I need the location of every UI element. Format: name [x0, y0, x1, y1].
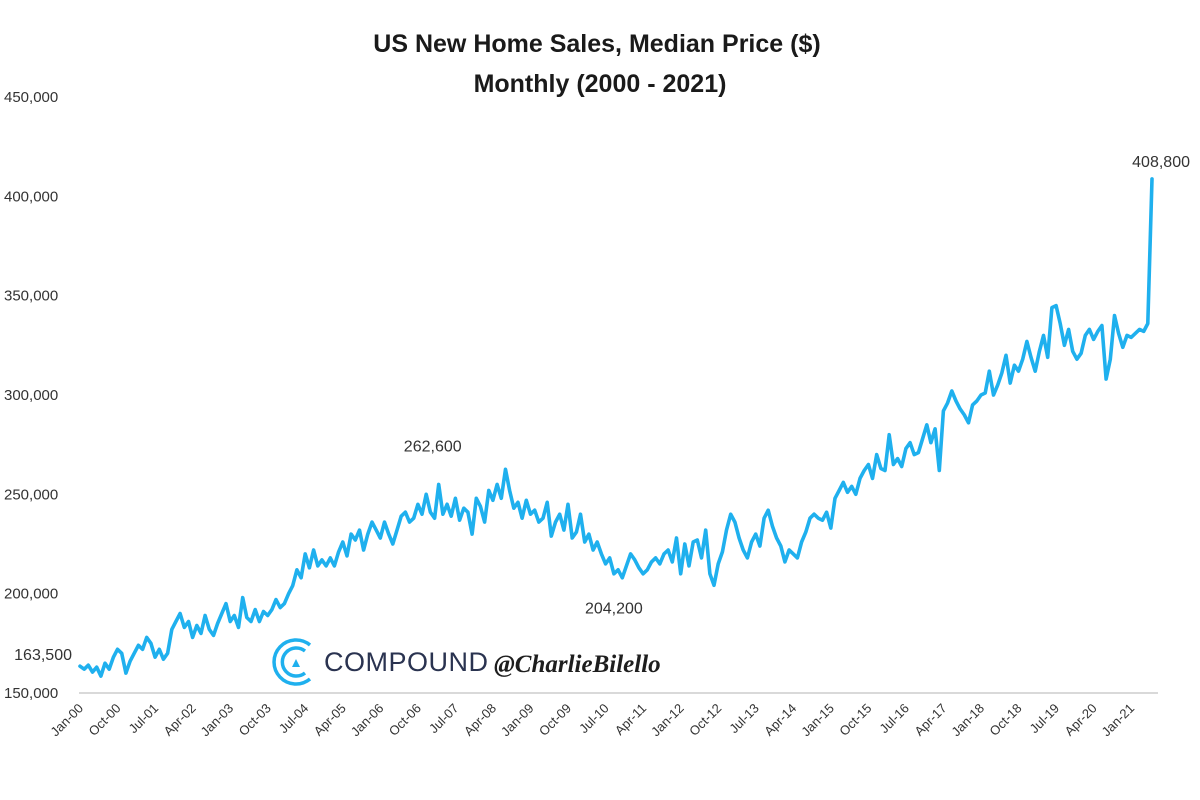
x-tick-label: Apr-08 [461, 701, 499, 739]
chart-subtitle: Monthly (2000 - 2021) [474, 70, 727, 98]
data-label: 262,600 [404, 438, 462, 455]
chart-title: US New Home Sales, Median Price ($) [373, 30, 820, 58]
y-tick-label: 400,000 [4, 188, 58, 205]
x-tick-label: Jan-15 [798, 701, 837, 740]
data-label: 163,500 [14, 647, 72, 664]
data-label: 204,200 [585, 600, 643, 617]
x-tick-label: Jan-06 [348, 701, 387, 740]
x-tick-label: Jul-07 [426, 701, 462, 737]
x-tick-label: Apr-17 [911, 701, 949, 739]
x-tick-label: Jan-18 [948, 701, 987, 740]
x-tick-label: Jul-01 [126, 701, 162, 737]
x-tick-label: Jan-03 [198, 701, 237, 740]
y-tick-label: 200,000 [4, 586, 58, 603]
x-tick-label: Jul-13 [726, 701, 762, 737]
y-axis-tick-labels: 150,000 200,000 250,000 300,000 350,000 400,0… [4, 89, 58, 702]
x-tick-label: Jul-16 [876, 701, 912, 737]
y-tick-label: 250,000 [4, 486, 58, 503]
x-tick-label: Apr-14 [761, 701, 799, 739]
x-tick-label: Oct-03 [236, 701, 274, 739]
x-tick-label: Jan-09 [498, 701, 537, 740]
x-tick-label: Oct-00 [85, 701, 123, 739]
x-tick-label: Oct-18 [986, 701, 1024, 739]
data-label: 408,800 [1132, 154, 1190, 171]
x-tick-label: Oct-09 [536, 701, 574, 739]
x-tick-label: Oct-12 [686, 701, 724, 739]
y-tick-label: 450,000 [4, 89, 58, 106]
x-tick-label: Jan-21 [1099, 701, 1138, 740]
x-tick-label: Oct-06 [386, 701, 424, 739]
y-tick-label: 350,000 [4, 288, 58, 305]
y-tick-label: 150,000 [4, 685, 58, 702]
branding: COMPOUND @CharlieBilello [272, 638, 661, 686]
x-tick-label: Jul-10 [576, 701, 612, 737]
x-tick-label: Oct-15 [836, 701, 874, 739]
x-tick-label: Jan-00 [47, 701, 86, 740]
x-tick-label: Apr-05 [311, 701, 349, 739]
compound-logo-icon [272, 638, 312, 686]
x-tick-label: Jan-12 [648, 701, 687, 740]
series-group [78, 177, 1154, 678]
x-tick-label: Jul-04 [276, 701, 312, 737]
x-tick-label: Apr-11 [612, 701, 650, 739]
brand-company: COMPOUND [324, 647, 489, 677]
brand-handle: @CharlieBilello [494, 651, 661, 678]
x-tick-label: Apr-02 [161, 701, 199, 739]
x-tick-label: Apr-20 [1062, 701, 1100, 739]
x-tick-label: Jul-19 [1027, 701, 1063, 737]
y-tick-label: 300,000 [4, 387, 58, 404]
series-line-median-price [78, 177, 1154, 678]
annotations: 163,500 262,600 204,200 408,800 [14, 154, 1190, 664]
